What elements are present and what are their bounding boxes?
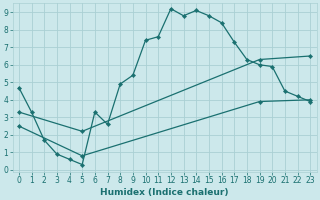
X-axis label: Humidex (Indice chaleur): Humidex (Indice chaleur) [100,188,229,197]
